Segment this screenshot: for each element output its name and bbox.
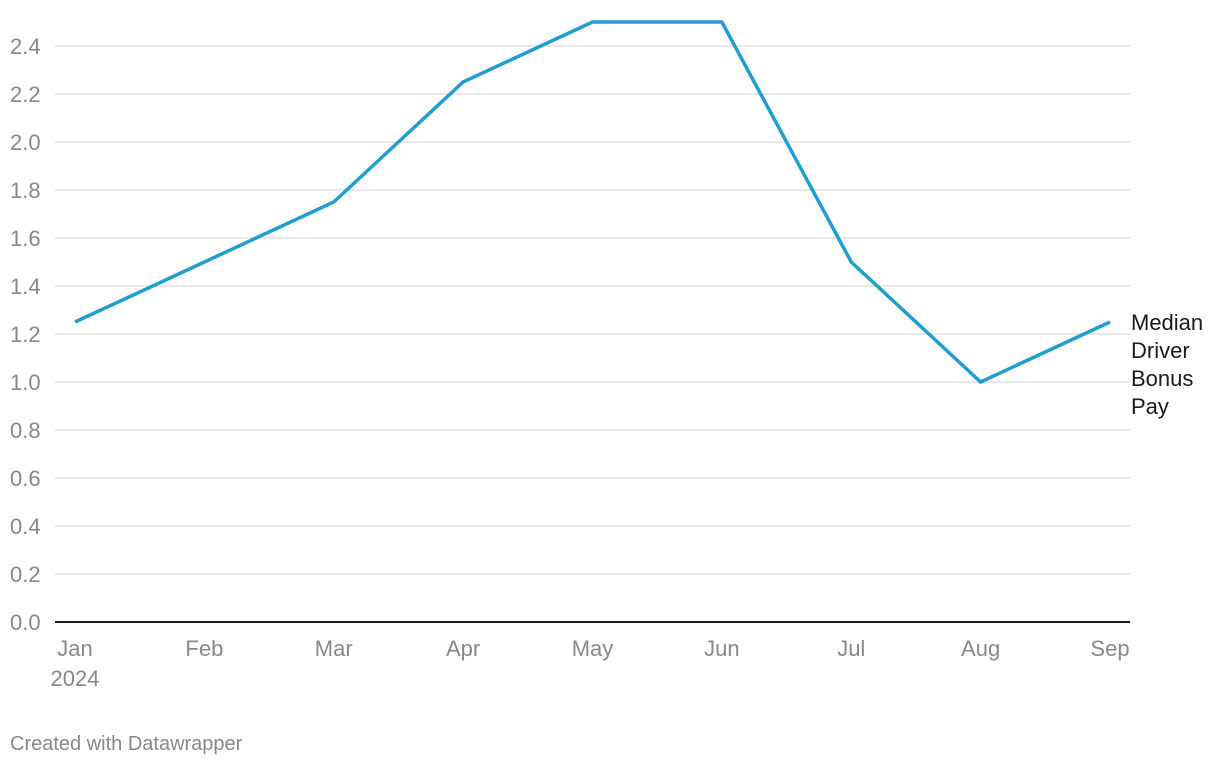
- gridlines: [55, 45, 1130, 575]
- y-axis-tick-labels: 0.0 0.2 0.4 0.6 0.8 1.0 1.2 1.4 1.6 1.8 2.0 2.2 2.4: [10, 34, 41, 635]
- y-tick-label: 1.4: [10, 274, 41, 299]
- series-label-line: Driver: [1131, 338, 1190, 363]
- series-label-median-driver-bonus-pay: Median Driver Bonus Pay: [1131, 310, 1203, 419]
- x-tick-label: Sep: [1090, 636, 1129, 661]
- y-tick-label: 0.0: [10, 610, 41, 635]
- series-label-line: Median: [1131, 310, 1203, 335]
- x-axis-tick-labels: Jan Feb Mar Apr May Jun Jul Aug Sep: [57, 636, 1129, 661]
- x-tick-label: Mar: [315, 636, 353, 661]
- x-tick-label: Aug: [961, 636, 1000, 661]
- footer-credit: Created with Datawrapper: [10, 733, 243, 755]
- y-tick-label: 2.2: [10, 82, 41, 107]
- series-label-line: Pay: [1131, 394, 1169, 419]
- y-tick-label: 1.0: [10, 370, 41, 395]
- y-tick-label: 1.6: [10, 226, 41, 251]
- x-tick-label: Jan: [57, 636, 92, 661]
- x-tick-label: Jun: [704, 636, 739, 661]
- x-tick-label: Apr: [446, 636, 480, 661]
- series-label-line: Bonus: [1131, 366, 1193, 391]
- x-tick-label: Jul: [837, 636, 865, 661]
- y-tick-label: 2.0: [10, 130, 41, 155]
- series-line-median-driver-bonus-pay: [74, 20, 1111, 385]
- x-axis-year-label: 2024: [51, 666, 100, 691]
- y-tick-label: 0.8: [10, 418, 41, 443]
- x-tick-label: Feb: [185, 636, 223, 661]
- y-tick-label: 1.2: [10, 322, 41, 347]
- y-tick-label: 0.2: [10, 562, 41, 587]
- y-tick-label: 1.8: [10, 178, 41, 203]
- y-tick-label: 0.6: [10, 466, 41, 491]
- y-tick-label: 0.4: [10, 514, 41, 539]
- y-tick-label: 2.4: [10, 34, 41, 59]
- x-tick-label: May: [572, 636, 614, 661]
